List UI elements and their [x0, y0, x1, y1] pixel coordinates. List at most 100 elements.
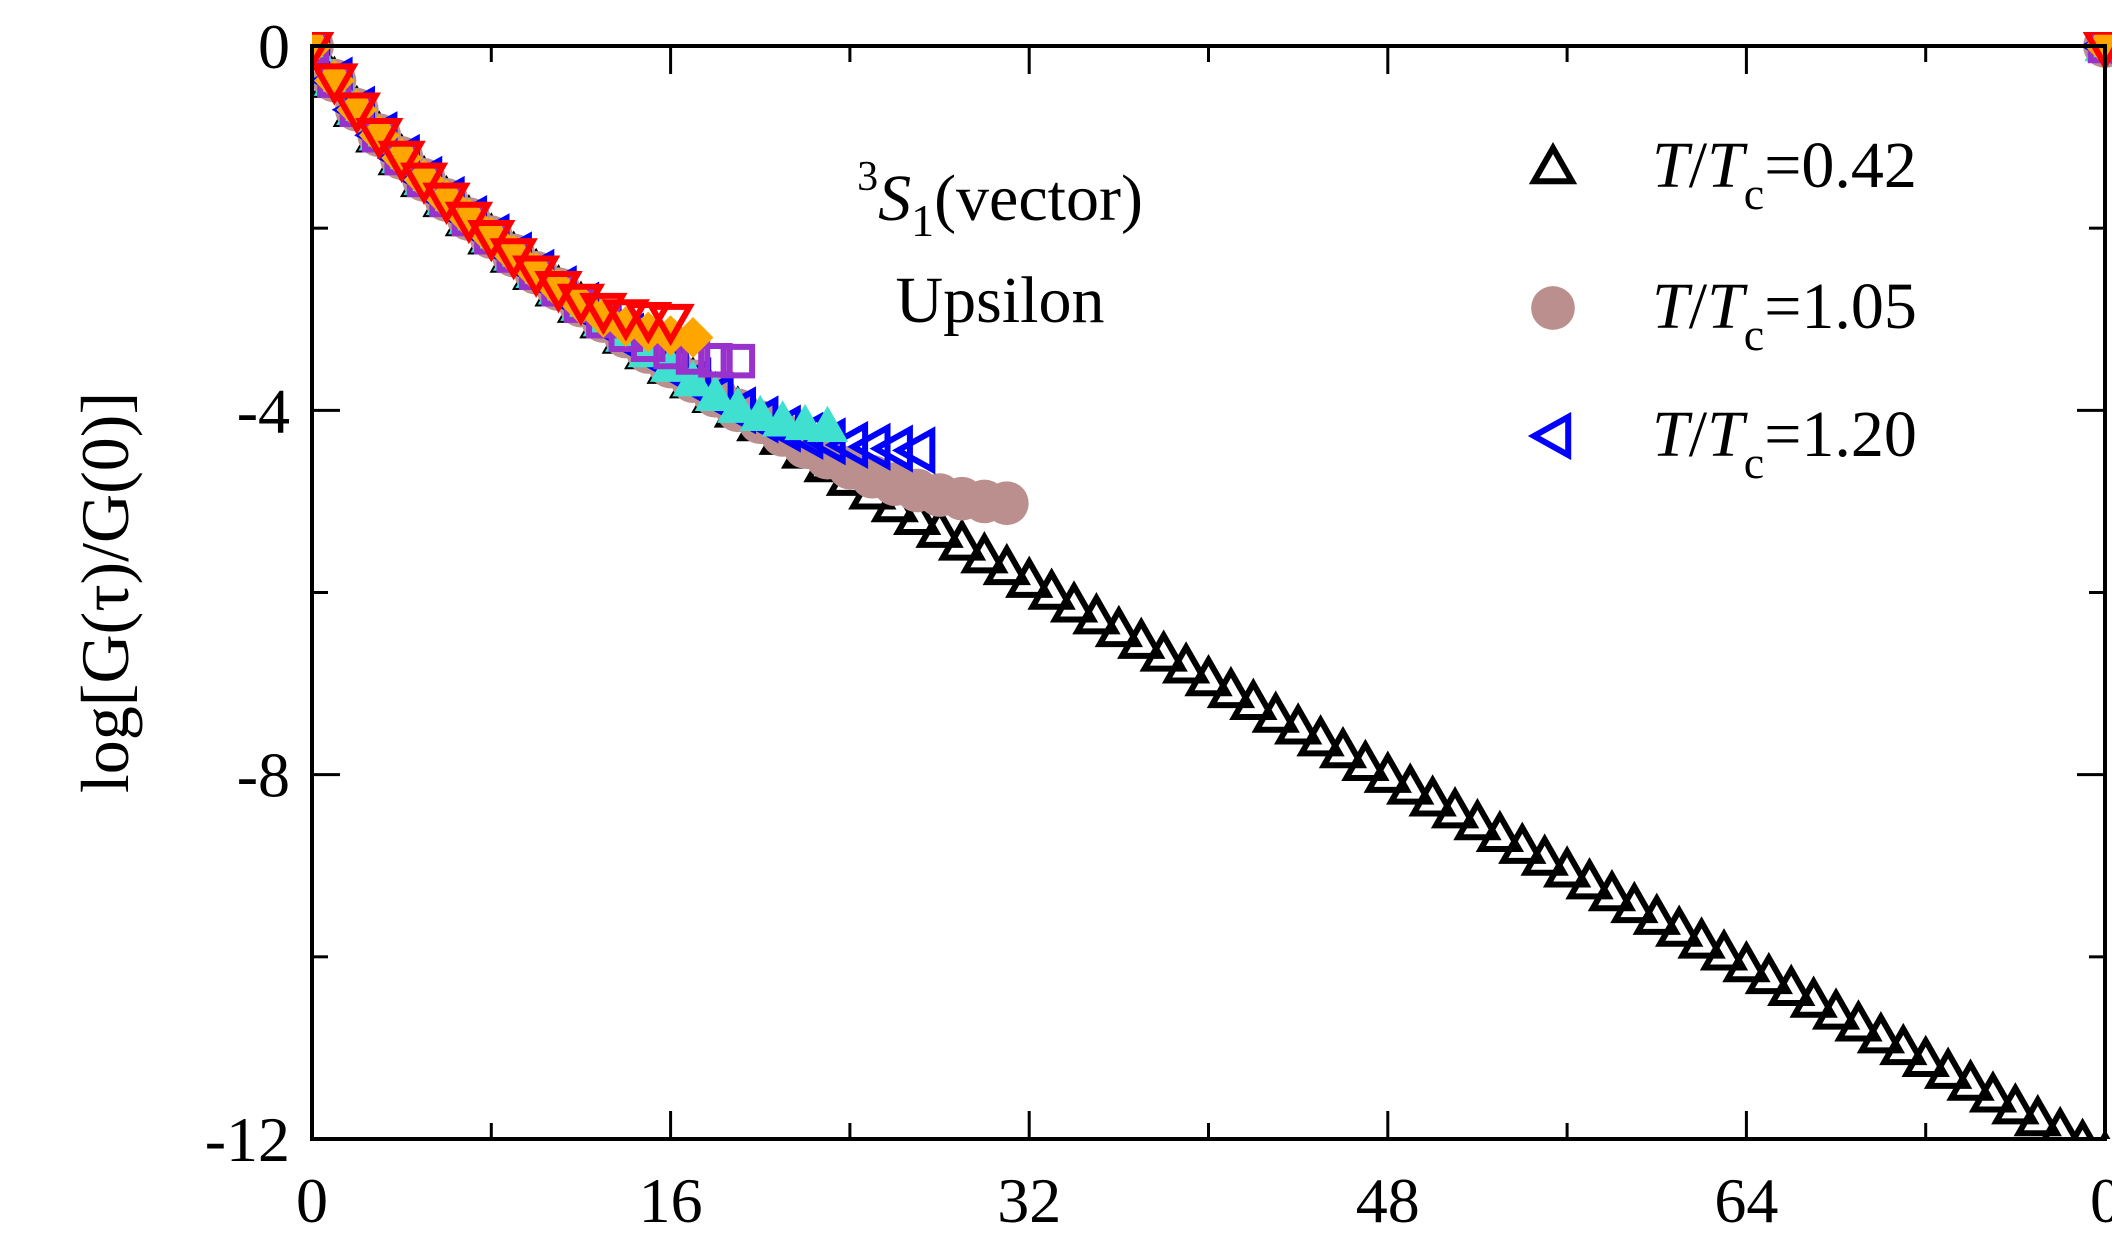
x-tick-label: 0: [2090, 1165, 2112, 1236]
data-point: [1789, 975, 1838, 1018]
data-point: [1946, 1058, 1995, 1101]
x-tick-label: 16: [639, 1165, 703, 1236]
data-point: [1072, 592, 1121, 635]
data-point: [915, 505, 964, 548]
data-point: [672, 360, 714, 397]
tick-labels: 0 16 32 48 64 0 0 -4 -8 -12: [205, 11, 2112, 1236]
data-point: [1968, 1070, 2018, 1113]
data-point: [1610, 880, 1659, 924]
annotation-line2: Upsilon: [895, 264, 1104, 337]
legend-entry: T/Tc=1.05: [1531, 270, 1917, 360]
data-point: [824, 420, 869, 470]
data-point: [1901, 1034, 1950, 1078]
annotation-line1: 3S1(vector): [857, 154, 1143, 246]
data-point: [984, 481, 1029, 526]
axes: [310, 44, 2107, 1141]
data-point: [355, 118, 404, 161]
data-point: [1542, 845, 1592, 888]
data-point: [1991, 1082, 2040, 1125]
data-point: [1834, 999, 1883, 1042]
y-axis-label: log[G(τ)/G(0)]: [67, 392, 143, 793]
data-point: [1923, 1046, 1973, 1089]
legend-label: T/Tc=0.42: [1652, 129, 1917, 219]
channel-annotation: 3S1(vector) Upsilon: [857, 154, 1143, 337]
data-point: [694, 374, 737, 412]
data-point: [982, 542, 1031, 586]
legend-label: T/Tc=1.20: [1652, 398, 1917, 488]
legend: T/Tc=0.42 T/Tc=1.05 T/Tc=1.20: [1527, 129, 1917, 488]
data-point: [399, 162, 449, 205]
data-point: [960, 531, 1009, 574]
data-point: [2041, 1105, 2080, 1139]
data-point: [1856, 1011, 1906, 1054]
data-point: [1094, 604, 1144, 648]
data-point: [1811, 987, 1861, 1030]
plot-area: [312, 32, 2112, 1139]
data-point: [2082, 32, 2112, 72]
data-point: [2013, 1093, 2062, 1137]
data-point: [1744, 951, 1793, 995]
y-tick-label: -8: [237, 740, 290, 811]
data-point: [869, 424, 913, 473]
data-point: [1430, 786, 1480, 829]
data-point: [1161, 641, 1211, 684]
data-point: [891, 426, 936, 475]
data-point: [847, 422, 891, 471]
data-point: [1722, 939, 1771, 983]
data-point: [1565, 857, 1614, 900]
y-tick-label: 0: [258, 11, 290, 82]
data-point: [646, 303, 695, 347]
series-3: [312, 32, 2112, 442]
data-point: [739, 394, 781, 432]
y-tick-label: -4: [237, 375, 290, 446]
ticks: [310, 44, 2107, 1141]
x-tick-label: 48: [1356, 1165, 1420, 1236]
data-point: [1251, 690, 1300, 733]
plot-frame: [310, 44, 2107, 1141]
data-point: [937, 518, 987, 561]
data-point: [1341, 738, 1390, 781]
x-tick-label: 32: [997, 1165, 1061, 1236]
data-point: [717, 386, 759, 423]
data-point: [332, 92, 381, 135]
data-point: [806, 405, 849, 442]
x-tick-label: 64: [1714, 1165, 1778, 1236]
legend-marker: [1531, 286, 1575, 330]
data-point: [672, 317, 714, 358]
data-point: [1318, 725, 1368, 769]
data-point: [1005, 555, 1054, 598]
data-point: [1879, 1022, 1928, 1066]
data-point: [1027, 567, 1076, 610]
data-point: [1767, 963, 1816, 1006]
data-point: [1699, 928, 1749, 971]
data-point: [1049, 580, 1099, 623]
data-point: [312, 32, 330, 64]
legend-entry: T/Tc=1.20: [1527, 398, 1917, 488]
data-point: [1273, 702, 1323, 745]
data-point: [1386, 762, 1435, 805]
data-point: [1229, 677, 1278, 720]
data-point: [1363, 750, 1412, 793]
data-point: [1117, 616, 1166, 659]
data-point: [720, 343, 756, 379]
x-tick-label: 0: [296, 1165, 328, 1236]
data-point: [1520, 833, 1569, 876]
data-point: [1587, 868, 1637, 912]
data-point: [1498, 821, 1547, 864]
data-point: [1139, 629, 1188, 672]
data-point: [1677, 916, 1726, 959]
data-point: [892, 492, 942, 536]
data-point: [377, 140, 426, 184]
data-point: [1296, 714, 1345, 757]
data-point: [1475, 809, 1525, 853]
data-point: [1632, 892, 1681, 935]
data-point: [312, 63, 359, 106]
data-point: [1184, 653, 1233, 697]
y-tick-label: -12: [205, 1104, 290, 1175]
data-point: [1453, 797, 1502, 841]
series-6: [312, 32, 2112, 347]
legend-entry: T/Tc=0.42: [1528, 129, 1917, 219]
data-point: [534, 271, 583, 314]
legend-marker: [1528, 141, 1578, 185]
